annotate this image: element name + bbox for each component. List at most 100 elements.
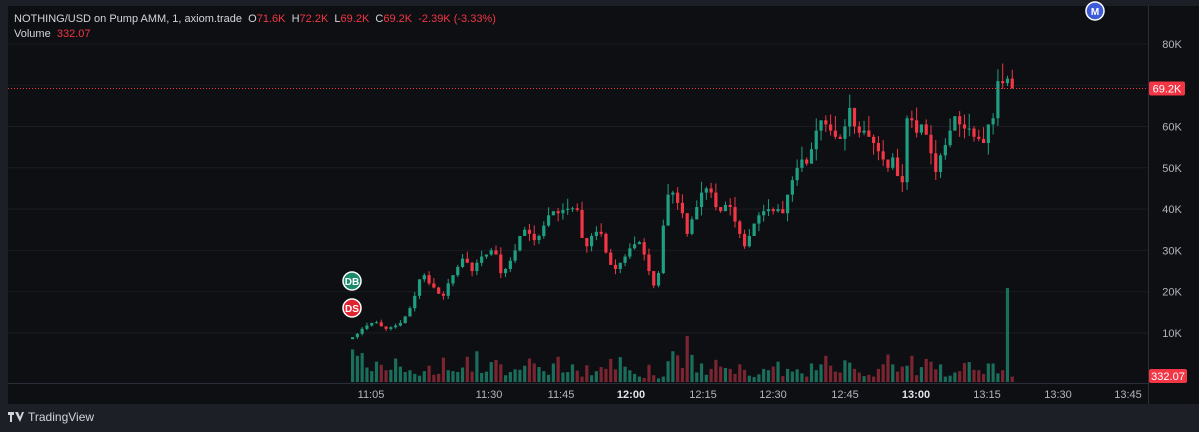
volume-bar <box>733 373 737 382</box>
candle <box>776 209 780 212</box>
candle <box>566 208 570 210</box>
candle <box>656 273 661 286</box>
candle <box>546 215 551 226</box>
candle <box>829 124 833 131</box>
volume-bar <box>518 369 522 382</box>
candle <box>905 118 909 183</box>
chart-pane[interactable] <box>8 6 1148 383</box>
time-tick-label: 11:30 <box>476 389 503 401</box>
volume-value: 332.07 <box>56 28 91 40</box>
tradingview-logo[interactable]: TradingView <box>8 410 94 424</box>
candle <box>542 225 546 236</box>
volume-bar <box>408 370 412 382</box>
volume-bar <box>685 335 689 382</box>
volume-bar <box>776 361 780 382</box>
volume-bar <box>647 364 651 382</box>
volume-bar <box>422 371 426 382</box>
candle <box>953 116 957 131</box>
candle <box>938 155 943 172</box>
volume-bar <box>862 376 866 382</box>
candle <box>537 235 541 241</box>
candle <box>996 81 1000 119</box>
candle <box>752 223 756 236</box>
candle <box>647 254 651 272</box>
volume-bar <box>709 368 713 382</box>
volume-bar <box>465 356 469 382</box>
volume-bar <box>633 373 637 382</box>
time-tick-label: 13:00 <box>902 389 930 401</box>
candle <box>556 211 560 214</box>
candle <box>685 213 689 234</box>
volume-bar <box>943 376 947 382</box>
volume-bar <box>752 377 756 382</box>
dev-buy-marker-badge[interactable] <box>342 271 362 291</box>
candle <box>609 252 613 265</box>
time-axis[interactable] <box>8 383 1148 405</box>
candle <box>929 134 933 154</box>
volume-label[interactable]: Volume <box>14 28 51 40</box>
price-tick-label: 60K <box>1162 122 1182 134</box>
ohlc-legend: NOTHING/USD on Pump AMM, 1, axiom.trade … <box>14 12 496 26</box>
symbol-title[interactable]: NOTHING/USD on Pump AMM, 1, axiom.trade <box>14 13 243 25</box>
candle <box>580 209 584 239</box>
volume-bar <box>766 370 771 382</box>
candle <box>575 208 579 210</box>
time-tick-label: 12:45 <box>831 389 859 401</box>
volume-bar <box>546 374 551 382</box>
migration-marker-badge[interactable] <box>1085 1 1105 21</box>
volume-bar <box>413 373 417 382</box>
price-axis[interactable] <box>1148 6 1199 404</box>
volume-bar <box>370 371 374 382</box>
candle <box>900 176 904 183</box>
close-label: C <box>375 13 384 25</box>
low-value: 69.2K <box>340 13 370 25</box>
candle <box>585 238 589 247</box>
volume-bar <box>523 365 527 382</box>
candle <box>652 271 656 286</box>
volume-bar <box>728 368 732 382</box>
candle <box>413 295 417 309</box>
candle <box>518 235 522 251</box>
candle <box>738 221 742 234</box>
candle <box>771 209 775 212</box>
candle <box>351 337 355 340</box>
candle <box>394 325 398 328</box>
candle <box>733 207 737 222</box>
candle <box>570 208 575 210</box>
volume-bar <box>924 358 928 382</box>
candle <box>379 322 383 327</box>
time-tick-label: 12:15 <box>689 389 717 401</box>
candle <box>862 130 866 133</box>
volume-bar <box>656 378 661 382</box>
volume-bar <box>456 372 460 382</box>
candle <box>590 235 594 247</box>
open-label: O <box>248 13 257 25</box>
candle <box>872 136 876 144</box>
volume-bar <box>542 371 546 382</box>
time-tick-label: 11:45 <box>548 389 575 401</box>
volume-bar <box>814 370 818 382</box>
candle <box>484 254 489 257</box>
candle <box>742 233 747 247</box>
candle <box>456 266 460 276</box>
candle <box>489 250 493 255</box>
candle <box>417 279 422 296</box>
volume-bar <box>508 372 512 382</box>
candle <box>695 207 699 220</box>
dev-sell-marker-badge[interactable] <box>342 298 362 318</box>
candle <box>1001 81 1005 84</box>
volume-bar <box>355 355 359 382</box>
volume-bar <box>432 374 436 382</box>
candle <box>623 256 627 263</box>
volume-bar <box>967 362 971 382</box>
candle <box>427 275 431 284</box>
candle <box>523 229 527 236</box>
candle <box>757 215 761 224</box>
volume-bar <box>642 377 646 382</box>
volume-bar <box>532 363 536 382</box>
candle <box>465 258 469 263</box>
candle <box>891 157 895 168</box>
candle <box>494 250 498 255</box>
volume-bar <box>948 375 952 382</box>
volume-bar <box>484 371 489 382</box>
